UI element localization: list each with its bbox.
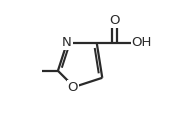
Text: OH: OH xyxy=(131,36,152,49)
Text: O: O xyxy=(68,81,78,94)
Text: O: O xyxy=(109,14,120,27)
Text: N: N xyxy=(62,36,72,49)
